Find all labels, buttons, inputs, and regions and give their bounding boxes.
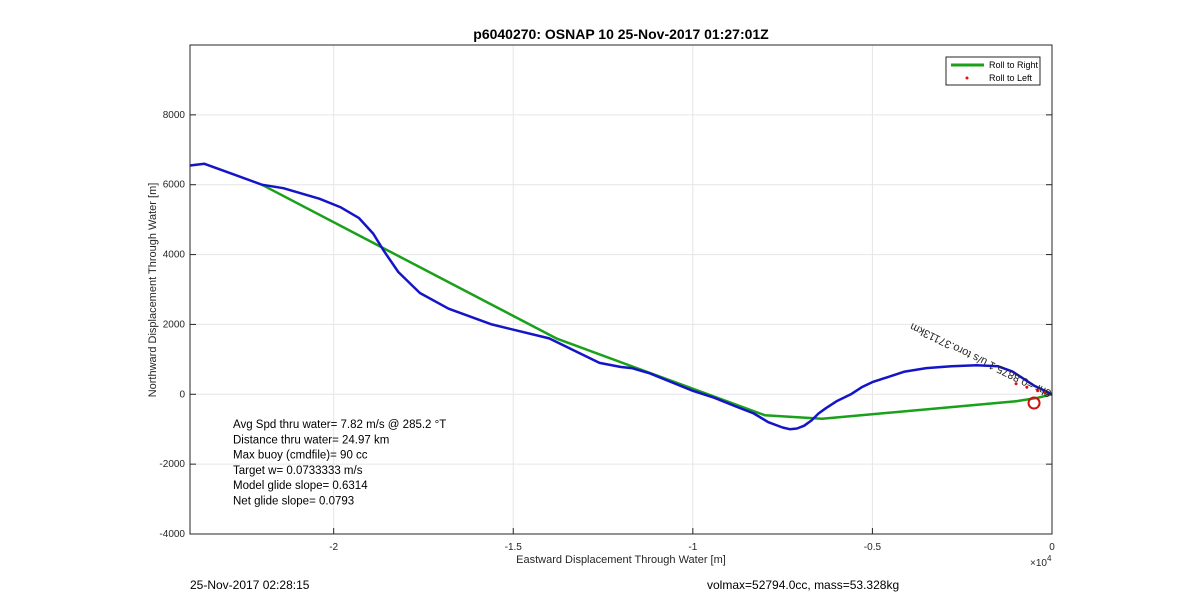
legend-swatch-roll-left (965, 76, 969, 80)
x-exponent: ×104 (1030, 554, 1052, 569)
stat-line: Model glide slope= 0.6314 (233, 480, 368, 492)
series-layer (189, 162, 1053, 431)
legend-label-roll-right: Roll to Right (989, 60, 1039, 70)
stat-line: Max buoy (cmdfile)= 90 cc (233, 450, 368, 462)
stat-line: Net glide slope= 0.0793 (233, 496, 354, 508)
y-tick-label: -4000 (159, 529, 185, 540)
legend-label-roll-left: Roll to Left (989, 73, 1033, 83)
series-track (189, 162, 1053, 431)
roll-to-left-point (1036, 389, 1040, 393)
y-axis-label: Northward Displacement Through Water [m] (147, 183, 159, 398)
x-axis-label: Eastward Displacement Through Water [m] (516, 554, 726, 566)
stat-line: Target w= 0.0733333 m/s (233, 465, 363, 477)
x-tick-label: -0.5 (864, 542, 882, 553)
stat-line: Avg Spd thru water= 7.82 m/s @ 285.2 °T (233, 419, 446, 431)
stats-block: Avg Spd thru water= 7.82 m/s @ 285.2 °T D… (233, 419, 446, 508)
stat-line: Distance thru water= 24.97 km (233, 434, 389, 446)
target-marker (1027, 396, 1041, 410)
roll-to-left-point (1043, 391, 1047, 395)
legend: Roll to Right Roll to Left (945, 56, 1041, 86)
x-tick-label: -1.5 (505, 542, 523, 553)
grid (190, 45, 1053, 535)
x-exponent-base: ×10 (1030, 558, 1047, 569)
footer-timestamp: 25-Nov-2017 02:28:15 (190, 578, 310, 592)
x-exponent-power: 4 (1047, 554, 1052, 563)
svg-text:×104: ×104 (1030, 554, 1052, 569)
y-tick-label: 8000 (163, 110, 186, 121)
roll-to-left-point (1025, 385, 1029, 389)
chart-title: p6040270: OSNAP 10 25-Nov-2017 01:27:01Z (473, 26, 769, 42)
legend-box (945, 56, 1041, 86)
ticks: -2 -1.5 -1 -0.5 0 -4000 -2000 0 2000 4000 6000 8000 (159, 110, 1055, 553)
x-tick-label: -2 (329, 542, 338, 553)
y-tick-label: 4000 (163, 250, 186, 261)
y-tick-label: 0 (179, 389, 185, 400)
y-tick-label: 6000 (163, 180, 186, 191)
y-tick-label: -2000 (159, 459, 185, 470)
axes-box (189, 44, 1053, 535)
x-tick-label: -1 (688, 542, 697, 553)
roll-to-left-point (1014, 382, 1018, 386)
x-tick-label: 0 (1049, 542, 1055, 553)
y-tick-label: 2000 (163, 319, 186, 330)
footer-mass-info: volmax=52794.0cc, mass=53.328kg (707, 578, 900, 592)
